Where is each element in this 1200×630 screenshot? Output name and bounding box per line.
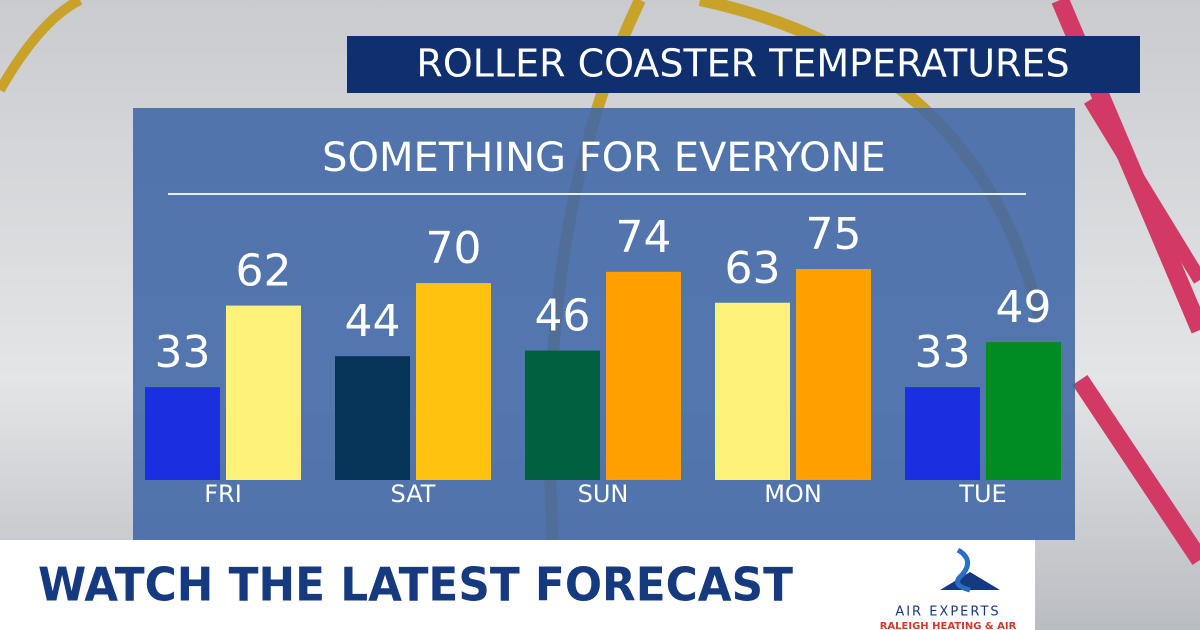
x-tick-label: TUE	[958, 480, 1006, 508]
x-tick-label: MON	[764, 480, 822, 508]
data-label: 70	[426, 223, 482, 274]
bar	[986, 342, 1061, 480]
banner-text: WATCH THE LATEST FORECAST	[38, 558, 794, 612]
data-label: 62	[236, 246, 292, 297]
chart-title: ROLLER COASTER TEMPERATURES	[416, 42, 1069, 86]
logo-tagline: RALEIGH HEATING & AIR	[880, 621, 1017, 630]
bar	[905, 387, 980, 480]
banner-box	[0, 540, 1035, 630]
logo: AIR EXPERTS RALEIGH HEATING & AIR	[880, 547, 1017, 630]
x-tick-label: FRI	[204, 480, 242, 508]
chart-subtitle: SOMETHING FOR EVERYONE	[322, 135, 886, 181]
bar	[145, 387, 220, 480]
logo-roof	[940, 572, 1000, 590]
data-label: 74	[616, 212, 672, 263]
x-tick-label: SAT	[391, 480, 436, 508]
x-tick-label: SUN	[578, 480, 629, 508]
data-label: 75	[806, 209, 862, 260]
data-label: 46	[535, 291, 591, 342]
data-label: 49	[996, 282, 1052, 333]
data-label: 33	[155, 327, 211, 378]
title-box	[347, 36, 1140, 93]
logo-name: AIR EXPERTS	[895, 605, 1000, 620]
bar	[606, 271, 681, 480]
data-label: 44	[345, 296, 401, 347]
data-label: 33	[915, 327, 971, 378]
bar	[796, 269, 871, 480]
logo-flame	[955, 547, 971, 593]
data-label: 63	[725, 243, 781, 294]
bar	[416, 283, 491, 480]
bar	[335, 356, 410, 480]
bar	[525, 350, 600, 480]
bar	[715, 302, 790, 480]
plot: FRI 33 62 SAT 44 70 SUN 46 74 MON 63 75 TUE 33 49	[145, 209, 1061, 508]
bar	[226, 305, 301, 480]
